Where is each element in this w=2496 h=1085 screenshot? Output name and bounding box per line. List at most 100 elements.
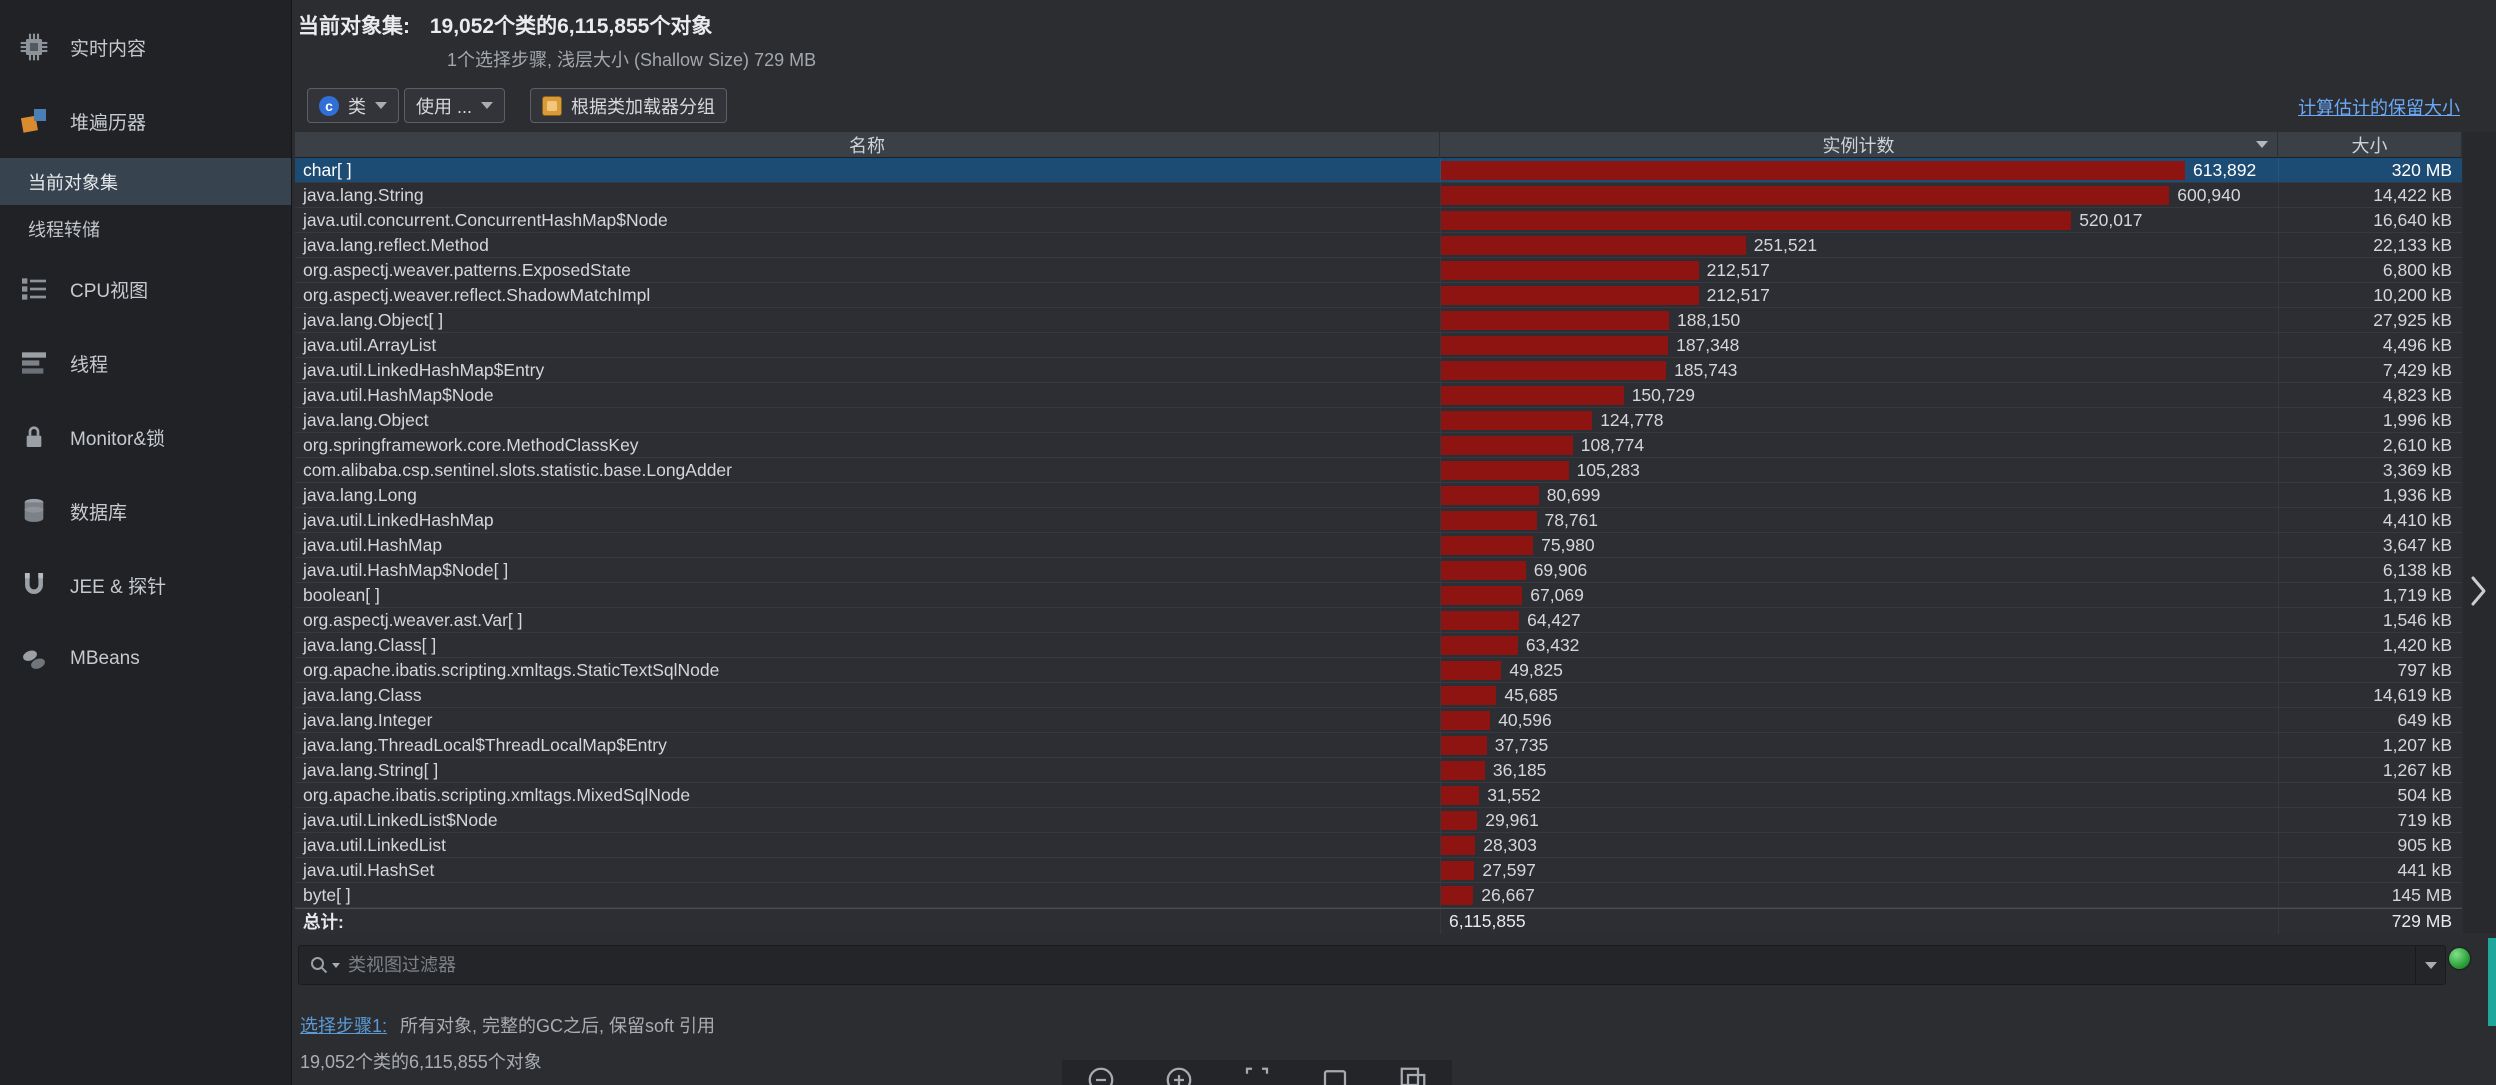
instance-count-cell: 40,596 bbox=[1440, 708, 2278, 732]
class-type-dropdown[interactable]: c 类 bbox=[307, 88, 399, 123]
column-header-size[interactable]: 大小 bbox=[2278, 132, 2462, 158]
size-value: 3,369 kB bbox=[2278, 458, 2462, 482]
status-green-badge[interactable] bbox=[2449, 948, 2470, 969]
table-row[interactable]: org.aspectj.weaver.reflect.ShadowMatchIm… bbox=[295, 283, 2462, 308]
copy-view-icon[interactable] bbox=[1398, 1065, 1428, 1085]
selection-step-line: 选择步骤1: 所有对象, 完整的GC之后, 保留soft 引用 bbox=[300, 1012, 715, 1038]
sidebar-item-label: 线程转储 bbox=[28, 219, 100, 240]
table-row[interactable]: java.lang.Object[ ] 188,150 27,925 kB bbox=[295, 308, 2462, 333]
table-row[interactable]: java.util.LinkedHashMap$Entry 185,743 7,42… bbox=[295, 358, 2462, 383]
column-header-name[interactable]: 名称 bbox=[295, 132, 1440, 158]
page-title-label: 当前对象集: bbox=[298, 15, 410, 38]
instance-count-bar bbox=[1441, 760, 1485, 780]
sidebar-item-7[interactable]: 数据库 bbox=[0, 474, 291, 548]
table-row[interactable]: java.lang.String[ ] 36,185 1,267 kB bbox=[295, 758, 2462, 783]
instance-count-cell: 80,699 bbox=[1440, 483, 2278, 507]
instance-count-bar bbox=[1441, 235, 1746, 255]
table-row[interactable]: org.springframework.core.MethodClassKey 1… bbox=[295, 433, 2462, 458]
sidebar-item-0[interactable]: 实时内容 bbox=[0, 10, 291, 84]
sidebar-item-4[interactable]: CPU视图 bbox=[0, 252, 291, 326]
selection-step-link[interactable]: 选择步骤1: bbox=[300, 1016, 388, 1036]
sidebar-item-9[interactable]: MBeans bbox=[0, 622, 291, 696]
instance-count-value: 108,774 bbox=[1580, 434, 1645, 455]
table-row[interactable]: char[ ] 613,892 320 MB bbox=[295, 158, 2462, 183]
class-name: java.lang.String[ ] bbox=[303, 759, 439, 780]
filter-magnifier-icon[interactable] bbox=[309, 955, 340, 975]
table-row[interactable]: org.aspectj.weaver.ast.Var[ ] 64,427 1,546… bbox=[295, 608, 2462, 633]
column-header-instance-count[interactable]: 实例计数 bbox=[1440, 132, 2278, 158]
instance-count-value: 29,961 bbox=[1485, 809, 1539, 830]
class-name: java.lang.Object[ ] bbox=[303, 309, 444, 330]
sidebar-item-3[interactable]: 线程转储 bbox=[0, 205, 291, 252]
table-row[interactable]: java.lang.Integer 40,596 649 kB bbox=[295, 708, 2462, 733]
instance-count-bar bbox=[1441, 260, 1699, 280]
sidebar-item-6[interactable]: Monitor&锁 bbox=[0, 400, 291, 474]
expand-panel-chevron[interactable] bbox=[2464, 560, 2492, 622]
instance-count-cell: 26,667 bbox=[1440, 883, 2278, 907]
zoom-out-icon[interactable] bbox=[1086, 1065, 1116, 1085]
instance-count-value: 212,517 bbox=[1706, 284, 1770, 305]
table-row[interactable]: boolean[ ] 67,069 1,719 kB bbox=[295, 583, 2462, 608]
class-name: com.alibaba.csp.sentinel.slots.statistic… bbox=[303, 459, 732, 480]
zoom-in-icon[interactable] bbox=[1164, 1065, 1194, 1085]
table-row[interactable]: java.lang.Long 80,699 1,936 kB bbox=[295, 483, 2462, 508]
size-value: 4,823 kB bbox=[2278, 383, 2462, 407]
class-name: java.lang.String bbox=[303, 184, 424, 205]
filter-dropdown-button[interactable] bbox=[2415, 946, 2445, 984]
table-row[interactable]: java.util.ArrayList 187,348 4,496 kB bbox=[295, 333, 2462, 358]
table-row[interactable]: java.lang.Class[ ] 63,432 1,420 kB bbox=[295, 633, 2462, 658]
sidebar-item-label: 数据库 bbox=[70, 502, 128, 524]
table-body: char[ ] 613,892 320 MB java.lang.String 600,… bbox=[295, 158, 2462, 908]
table-row[interactable]: java.util.concurrent.ConcurrentHashMap$N… bbox=[295, 208, 2462, 233]
sidebar-item-label: 当前对象集 bbox=[28, 172, 118, 193]
instance-count-value: 613,892 bbox=[2193, 159, 2257, 180]
size-value: 6,138 kB bbox=[2278, 558, 2462, 582]
table-row[interactable]: java.util.HashMap 75,980 3,647 kB bbox=[295, 533, 2462, 558]
instance-count-bar bbox=[1441, 735, 1487, 755]
fit-content-icon[interactable] bbox=[1242, 1065, 1272, 1085]
table-row[interactable]: org.aspectj.weaver.patterns.ExposedState… bbox=[295, 258, 2462, 283]
sidebar-item-2[interactable]: 当前对象集 bbox=[0, 158, 291, 205]
instance-count-bar bbox=[1441, 435, 1573, 455]
instance-count-value: 67,069 bbox=[1530, 584, 1584, 605]
class-name: org.aspectj.weaver.reflect.ShadowMatchIm… bbox=[303, 284, 651, 305]
table-row[interactable]: java.lang.ThreadLocal$ThreadLocalMap$Ent… bbox=[295, 733, 2462, 758]
instance-count-value: 28,303 bbox=[1483, 834, 1537, 855]
instance-count-cell: 69,906 bbox=[1440, 558, 2278, 582]
sidebar-item-5[interactable]: 线程 bbox=[0, 326, 291, 400]
chevron-down-icon bbox=[375, 102, 387, 109]
instance-count-cell: 124,778 bbox=[1440, 408, 2278, 432]
table-row[interactable]: com.alibaba.csp.sentinel.slots.statistic… bbox=[295, 458, 2462, 483]
table-row[interactable]: java.util.HashMap$Node[ ] 69,906 6,138 kB bbox=[295, 558, 2462, 583]
table-row[interactable]: java.util.LinkedList$Node 29,961 719 kB bbox=[295, 808, 2462, 833]
table-row[interactable]: byte[ ] 26,667 145 MB bbox=[295, 883, 2462, 908]
class-name: java.util.HashMap bbox=[303, 534, 443, 555]
instance-count-cell: 63,432 bbox=[1440, 633, 2278, 657]
page-title-value: 19,052个类的6,115,855个对象 bbox=[429, 15, 713, 38]
instance-count-bar bbox=[1441, 585, 1523, 605]
table-row[interactable]: java.util.LinkedHashMap 78,761 4,410 kB bbox=[295, 508, 2462, 533]
instance-count-bar bbox=[1441, 460, 1569, 480]
sidebar-item-label: CPU视图 bbox=[70, 280, 149, 302]
class-name: java.lang.Class bbox=[303, 684, 422, 705]
class-name: java.util.HashMap$Node bbox=[303, 384, 494, 405]
sidebar-item-8[interactable]: JEE & 探针 bbox=[0, 548, 291, 622]
table-row[interactable]: java.lang.Class 45,685 14,619 kB bbox=[295, 683, 2462, 708]
table-row[interactable]: java.lang.reflect.Method 251,521 22,133 kB bbox=[295, 233, 2462, 258]
filter-input[interactable] bbox=[348, 954, 2415, 976]
instance-count-bar bbox=[1441, 860, 1475, 880]
group-by-classloader-button[interactable]: 根据类加载器分组 bbox=[530, 88, 727, 123]
table-row[interactable]: org.apache.ibatis.scripting.xmltags.Mixe… bbox=[295, 783, 2462, 808]
calculate-retained-size-link[interactable]: 计算估计的保留大小 bbox=[2298, 98, 2460, 118]
table-row[interactable]: java.util.HashSet 27,597 441 kB bbox=[295, 858, 2462, 883]
view-icon[interactable] bbox=[1320, 1065, 1350, 1085]
table-row[interactable]: java.lang.Object 124,778 1,996 kB bbox=[295, 408, 2462, 433]
table-row[interactable]: java.util.LinkedList 28,303 905 kB bbox=[295, 833, 2462, 858]
table-row[interactable]: java.lang.String 600,940 14,422 kB bbox=[295, 183, 2462, 208]
sidebar-item-1[interactable]: 堆遍历器 bbox=[0, 84, 291, 158]
instance-count-value: 212,517 bbox=[1706, 259, 1770, 280]
use-dropdown[interactable]: 使用 ... bbox=[404, 88, 506, 123]
table-row[interactable]: java.util.HashMap$Node 150,729 4,823 kB bbox=[295, 383, 2462, 408]
table-row[interactable]: org.apache.ibatis.scripting.xmltags.Stat… bbox=[295, 658, 2462, 683]
instance-count-bar bbox=[1441, 360, 1667, 380]
